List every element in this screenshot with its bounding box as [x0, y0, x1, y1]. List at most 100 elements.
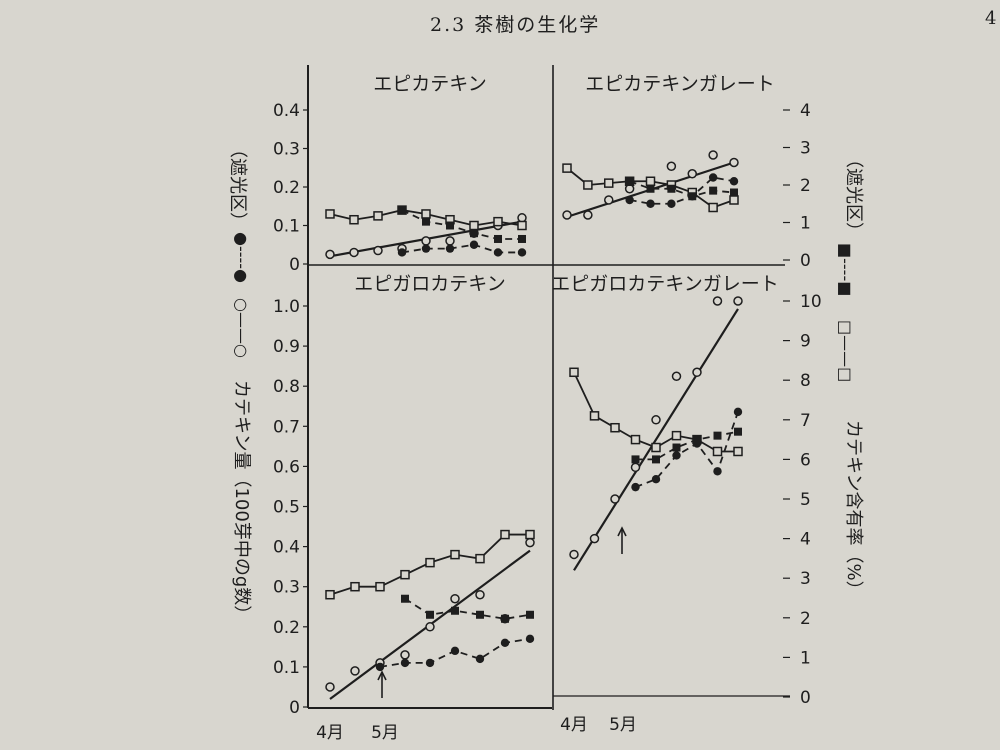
open-circle-marker	[610, 494, 620, 504]
start-arrow-right-head	[617, 526, 627, 537]
open-square-marker	[500, 529, 510, 540]
open-square-marker	[325, 589, 335, 600]
filled-square-marker	[730, 188, 738, 197]
series-line	[401, 209, 522, 240]
y-tick-label: 0.8	[273, 377, 300, 397]
open-circle-marker	[421, 236, 431, 246]
y-tick-label: 0.5	[273, 498, 300, 518]
filled-circle-marker	[667, 199, 676, 208]
panel-title: エピガロカテキンガレート	[551, 273, 778, 295]
filled-square-marker	[494, 234, 502, 243]
open-circle-marker	[708, 150, 718, 160]
open-circle-marker	[589, 533, 600, 544]
filled-square-marker	[713, 431, 722, 440]
shade-label-right: （遮光区）	[843, 150, 864, 240]
y-tick-label: 0.1	[273, 658, 300, 678]
filled-circle-marker	[651, 475, 661, 484]
open-square-marker	[421, 209, 431, 219]
filled-square-marker	[709, 186, 718, 195]
y2-tick-label: 3	[800, 569, 811, 589]
y-tick-label: 0.3	[273, 140, 300, 160]
filled-circle-marker	[646, 199, 655, 208]
filled-square-marker	[667, 184, 676, 193]
y-tick-label: 1.0	[273, 297, 300, 317]
filled-circle-marker	[397, 248, 407, 257]
filled-square-marker	[470, 229, 478, 238]
filled-circle-marker	[631, 482, 640, 492]
filled-circle-marker	[469, 240, 479, 249]
open-square-marker	[583, 180, 593, 190]
open-square-marker	[325, 209, 335, 219]
page-header: 2.3 茶樹の生化学	[430, 14, 601, 36]
open-square-marker	[733, 446, 743, 457]
open-circle-marker	[475, 589, 485, 600]
y2-tick-label: 10	[800, 292, 822, 312]
filled-circle-marker	[445, 244, 455, 253]
open-square-marker	[569, 367, 579, 378]
start-arrow-left-head	[377, 670, 387, 681]
filled-circle-marker	[500, 638, 510, 648]
filled-circle-marker	[672, 451, 681, 460]
filled-circle-marker	[708, 173, 718, 182]
shade-label-left: （遮光区）	[227, 140, 248, 230]
y2-tick-label: 0	[800, 688, 811, 708]
right-y-axis-label: カテキン含有率（%）	[843, 420, 864, 599]
y-tick-label: 0.4	[273, 538, 300, 558]
filled-square-marker	[398, 206, 406, 215]
y2-tick-label: 8	[800, 371, 811, 391]
y2-tick-label: 9	[800, 332, 811, 352]
open-circle-marker	[692, 367, 702, 378]
filled-square-marker	[451, 606, 459, 615]
open-square-marker	[708, 202, 718, 213]
y-tick-label: 0.4	[273, 101, 300, 121]
open-square-marker	[630, 434, 641, 445]
y2-tick-label: 2	[800, 176, 811, 196]
x-tick-label: 5月	[609, 715, 637, 735]
y2-tick-label: 7	[800, 411, 811, 431]
y2-tick-label: 4	[800, 530, 811, 550]
open-circle-marker	[350, 666, 360, 676]
y-tick-label: 0.6	[273, 457, 300, 477]
filled-square-marker	[646, 184, 655, 193]
y-tick-label: 0.2	[273, 178, 300, 198]
legend-filled-circle: ●----●	[232, 232, 251, 283]
filled-circle-marker	[425, 658, 435, 668]
left-y-axis-label: カテキン量（100芽中のg数）	[231, 380, 252, 623]
open-circle-marker	[562, 210, 572, 220]
y2-tick-label: 6	[800, 450, 811, 470]
filled-circle-marker	[375, 662, 385, 672]
filled-circle-marker	[400, 658, 410, 668]
open-circle-marker	[729, 157, 739, 168]
y-tick-label: 0	[289, 698, 300, 718]
open-circle-marker	[687, 169, 697, 179]
open-circle-marker	[425, 622, 435, 632]
filled-circle-marker	[525, 634, 535, 644]
open-square-marker	[610, 422, 620, 433]
open-square-marker	[562, 163, 572, 173]
series-line	[404, 597, 531, 620]
filled-circle-marker	[475, 654, 485, 664]
filled-circle-marker	[517, 248, 527, 257]
filled-square-marker	[631, 455, 640, 464]
open-circle-marker	[400, 650, 410, 660]
open-circle-marker	[569, 549, 579, 560]
filled-square-marker	[672, 443, 681, 452]
y2-tick-label: 1	[800, 214, 811, 234]
open-circle-marker	[373, 245, 383, 256]
open-square-marker	[729, 195, 739, 205]
legend-filled-square: ■----■	[836, 243, 855, 296]
series-line	[401, 243, 522, 254]
open-circle-marker	[651, 415, 661, 425]
open-square-marker	[350, 581, 360, 592]
open-square-marker	[493, 216, 503, 227]
filled-circle-marker	[729, 177, 739, 186]
open-circle-marker	[325, 249, 335, 260]
open-circle-marker	[604, 195, 614, 205]
x-tick-label: 5月	[371, 723, 399, 743]
open-square-marker	[425, 557, 435, 568]
y-tick-label: 0.3	[273, 578, 300, 598]
panel-title: エピガロカテキン	[354, 273, 505, 295]
legend-open-square: □——□	[836, 320, 855, 382]
filled-circle-marker	[625, 195, 634, 205]
